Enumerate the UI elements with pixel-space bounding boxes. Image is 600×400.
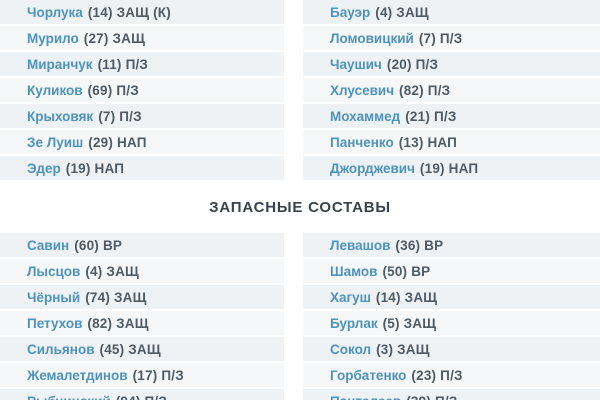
table-row: Бауэр (4) ЗАЩ [303,0,600,24]
table-row: Мурило (27) ЗАЩ [0,26,284,50]
player-name-link[interactable]: Хлусевич [330,82,395,98]
player-number-position: (4) ЗАЩ [85,263,139,279]
player-name-link[interactable]: Левашов [330,237,391,253]
player-number-position: (17) П/З [132,367,184,383]
player-number-position: (20) П/З [386,56,439,72]
substitutes-section-title: ЗАПАСНЫЕ СОСТАВЫ [0,182,600,233]
player-name-link[interactable]: Мурило [27,30,79,46]
player-number-position: (45) ЗАЩ [99,341,161,357]
player-number-position: (7) П/З [98,108,142,124]
player-name-link[interactable]: Миранчук [27,56,93,72]
player-name-link[interactable]: Жемалетдинов [27,367,128,383]
player-number-position: (19) НАП [65,160,125,176]
player-number-position: (69) П/З [87,82,139,98]
player-number-position: (50) ВР [382,263,431,279]
player-number-position: (21) П/З [405,108,457,124]
table-row: Жемалетдинов (17) П/З [0,363,284,387]
table-row: Пантелеев (39) П/З [303,389,600,400]
player-name-link[interactable]: Хагуш [330,289,371,305]
table-row: Лысцов (4) ЗАЩ [0,259,284,283]
player-name-link[interactable]: Лысцов [27,263,81,279]
table-row: Хлусевич (82) П/З [303,78,600,102]
player-name-link[interactable]: Эдер [27,160,61,176]
table-row: Зе Луиш (29) НАП [0,130,284,154]
player-number-position: (14) ЗАЩ (К) [87,4,171,20]
player-name-link[interactable]: Мохаммед [330,108,401,124]
player-name-link[interactable]: Чорлука [27,4,83,20]
table-row: Куликов (69) П/З [0,78,284,102]
player-number-position: (82) ЗАЩ [87,315,149,331]
table-row: Шамов (50) ВР [303,259,600,283]
player-name-link[interactable]: Джорджевич [330,160,415,176]
player-name-link[interactable]: Бауэр [330,4,371,20]
player-name-link[interactable]: Панченко [330,134,394,150]
table-row: Бурлак (5) ЗАЩ [303,311,600,335]
table-row: Панченко (13) НАП [303,130,600,154]
player-number-position: (29) НАП [88,134,147,150]
player-name-link[interactable]: Зе Луиш [27,134,84,150]
table-row: Горбатенко (23) П/З [303,363,600,387]
away-team-starting-list: Бауэр (4) ЗАЩ Ломовицкий (7) П/З Чаушич … [303,0,600,182]
player-name-link[interactable]: Ломовицкий [330,30,414,46]
player-number-position: (13) НАП [398,134,458,150]
starting-lineups-section: Чорлука (14) ЗАЩ (К) Мурило (27) ЗАЩ Мир… [0,0,600,182]
player-number-position: (14) ЗАЩ [375,289,438,305]
table-row: Джорджевич (19) НАП [303,156,600,180]
substitutes-section: Савин (60) ВР Лысцов (4) ЗАЩ Чёрный (74)… [0,233,600,400]
table-row: Хагуш (14) ЗАЩ [303,285,600,309]
player-number-position: (3) ЗАЩ [376,341,430,357]
table-row: Сильянов (45) ЗАЩ [0,337,284,361]
player-name-link[interactable]: Сильянов [27,341,95,357]
player-number-position: (39) П/З [406,394,457,400]
table-row: Сокол (3) ЗАЩ [303,337,600,361]
away-team-substitutes-list: Левашов (36) ВР Шамов (50) ВР Хагуш (14)… [303,233,600,400]
table-row: Чорлука (14) ЗАЩ (К) [0,0,284,24]
table-row: Крыховяк (7) П/З [0,104,284,128]
player-number-position: (74) ЗАЩ [85,289,147,305]
table-row: Рыбчинский (94) П/З [0,389,284,400]
player-name-link[interactable]: Пантелеев [330,394,401,400]
player-number-position: (23) П/З [411,367,463,383]
player-name-link[interactable]: Шамов [330,263,378,279]
table-row: Петухов (82) ЗАЩ [0,311,284,335]
player-name-link[interactable]: Бурлак [330,315,378,331]
table-row: Савин (60) ВР [0,233,284,257]
player-name-link[interactable]: Горбатенко [330,367,407,383]
player-name-link[interactable]: Чаушич [330,56,382,72]
table-row: Чёрный (74) ЗАЩ [0,285,284,309]
player-number-position: (7) П/З [418,30,463,46]
player-number-position: (11) П/З [97,56,149,72]
player-number-position: (60) ВР [74,237,123,253]
player-number-position: (5) ЗАЩ [382,315,437,331]
player-number-position: (82) П/З [399,82,451,98]
player-name-link[interactable]: Чёрный [27,289,81,305]
table-row: Миранчук (11) П/З [0,52,284,76]
table-row: Левашов (36) ВР [303,233,600,257]
player-name-link[interactable]: Крыховяк [27,108,94,124]
player-name-link[interactable]: Петухов [27,315,83,331]
player-number-position: (4) ЗАЩ [375,4,429,20]
player-number-position: (19) НАП [419,160,479,176]
table-row: Ломовицкий (7) П/З [303,26,600,50]
player-name-link[interactable]: Савин [27,237,70,253]
home-team-substitutes-list: Савин (60) ВР Лысцов (4) ЗАЩ Чёрный (74)… [0,233,284,400]
player-number-position: (94) П/З [116,394,167,400]
player-number-position: (36) ВР [395,237,444,253]
table-row: Чаушич (20) П/З [303,52,600,76]
player-name-link[interactable]: Рыбчинский [27,394,111,400]
table-row: Эдер (19) НАП [0,156,284,180]
player-number-position: (27) ЗАЩ [83,30,146,46]
player-name-link[interactable]: Куликов [27,82,83,98]
table-row: Мохаммед (21) П/З [303,104,600,128]
home-team-starting-list: Чорлука (14) ЗАЩ (К) Мурило (27) ЗАЩ Мир… [0,0,284,182]
player-name-link[interactable]: Сокол [330,341,372,357]
